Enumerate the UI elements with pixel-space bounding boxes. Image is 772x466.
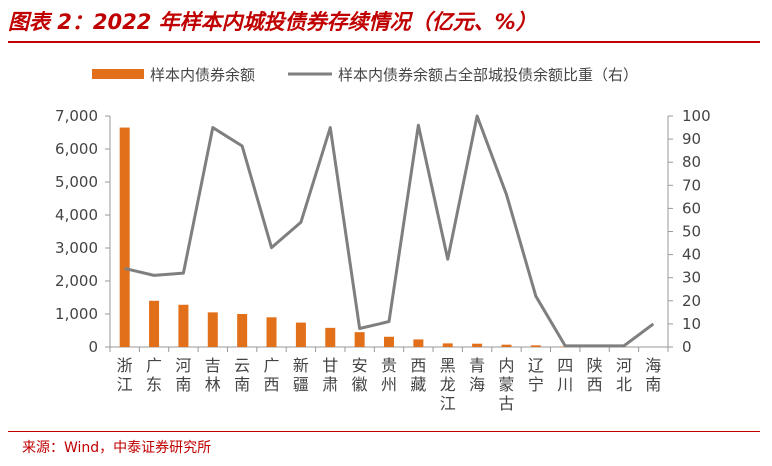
legend-line-label: 样本内债券余额占全部城投债余额比重（右） xyxy=(338,66,638,84)
line-series xyxy=(124,114,655,348)
y-left-tick-label: 6,000 xyxy=(55,140,98,158)
bar-广东 xyxy=(149,300,160,347)
bar-浙江 xyxy=(119,127,130,347)
y-left-tick-label: 2,000 xyxy=(55,272,98,290)
bar-黑龙江 xyxy=(442,343,453,347)
category-label: 黑龙江 xyxy=(440,356,456,413)
y-left-tick-label: 1,000 xyxy=(55,305,98,323)
source-note: 来源：Wind，中泰证券研究所 xyxy=(22,440,212,456)
bar-青海 xyxy=(472,343,483,347)
share-line xyxy=(124,114,655,348)
y-right-tick-label: 70 xyxy=(682,176,701,194)
category-label: 广东 xyxy=(146,356,162,394)
y-left-tick-label: 7,000 xyxy=(55,107,98,125)
y-right-tick-label: 90 xyxy=(682,130,701,148)
bar-贵州 xyxy=(384,336,394,347)
category-label: 云南 xyxy=(234,356,250,394)
category-label: 海南 xyxy=(645,356,661,394)
y-left-tick-label: 5,000 xyxy=(55,173,98,191)
y-right-tick-label: 20 xyxy=(682,292,701,310)
category-label: 甘肃 xyxy=(322,356,338,394)
category-label: 新疆 xyxy=(293,356,309,394)
y-right-tick-label: 60 xyxy=(682,199,701,217)
category-label: 广西 xyxy=(264,356,280,394)
bar-内蒙古 xyxy=(501,344,512,347)
bar-广西 xyxy=(266,317,277,347)
category-label: 四川 xyxy=(557,356,573,394)
bar-辽宁 xyxy=(530,345,541,347)
bar-河南 xyxy=(178,304,189,347)
y-left-tick-label: 4,000 xyxy=(55,206,98,224)
category-label: 贵州 xyxy=(381,356,397,394)
category-label: 陕西 xyxy=(587,356,603,394)
category-label: 浙江 xyxy=(117,356,133,394)
y-left-tick-label: 0 xyxy=(88,338,98,356)
y-right-tick-label: 50 xyxy=(682,223,701,241)
page-title: 图表 2：2022 年样本内城投债券存续情况（亿元、%） xyxy=(8,10,537,34)
category-label: 安徽 xyxy=(352,356,368,394)
y-right-tick-label: 40 xyxy=(682,246,701,264)
category-label: 内蒙古 xyxy=(498,356,514,413)
bar-甘肃 xyxy=(325,327,336,347)
legend-bar-swatch xyxy=(92,69,144,79)
y-right-tick-label: 80 xyxy=(682,153,701,171)
legend: 样本内债券余额 样本内债券余额占全部城投债余额比重（右） xyxy=(92,66,638,84)
legend-bar-label: 样本内债券余额 xyxy=(150,66,255,84)
chart: 样本内债券余额 样本内债券余额占全部城投债余额比重（右） 0 1,000 2,000… xyxy=(55,66,711,413)
y-left-tick-label: 3,000 xyxy=(55,239,98,257)
y-right-tick-label: 100 xyxy=(682,107,711,125)
bar-吉林 xyxy=(207,312,218,347)
bar-西藏 xyxy=(413,339,424,347)
footer-divider xyxy=(8,431,760,432)
category-label: 吉林 xyxy=(205,356,221,394)
bar-series xyxy=(119,127,629,347)
category-label: 河南 xyxy=(175,356,191,394)
category-label: 河北 xyxy=(616,356,632,394)
category-label: 辽宁 xyxy=(528,356,544,394)
category-label: 青海 xyxy=(469,356,485,394)
category-label: 西藏 xyxy=(410,356,426,394)
y-right-tick-label: 10 xyxy=(682,315,701,333)
bar-安徽 xyxy=(354,332,365,347)
y-right-tick-label: 0 xyxy=(682,338,692,356)
bar-新疆 xyxy=(295,322,306,347)
title-divider xyxy=(8,41,760,43)
y-right-tick-label: 30 xyxy=(682,269,701,287)
bar-云南 xyxy=(237,314,248,347)
axes: 0 1,000 2,000 3,000 4,000 5,000 6,000 7,000 0 10 2… xyxy=(55,107,711,356)
